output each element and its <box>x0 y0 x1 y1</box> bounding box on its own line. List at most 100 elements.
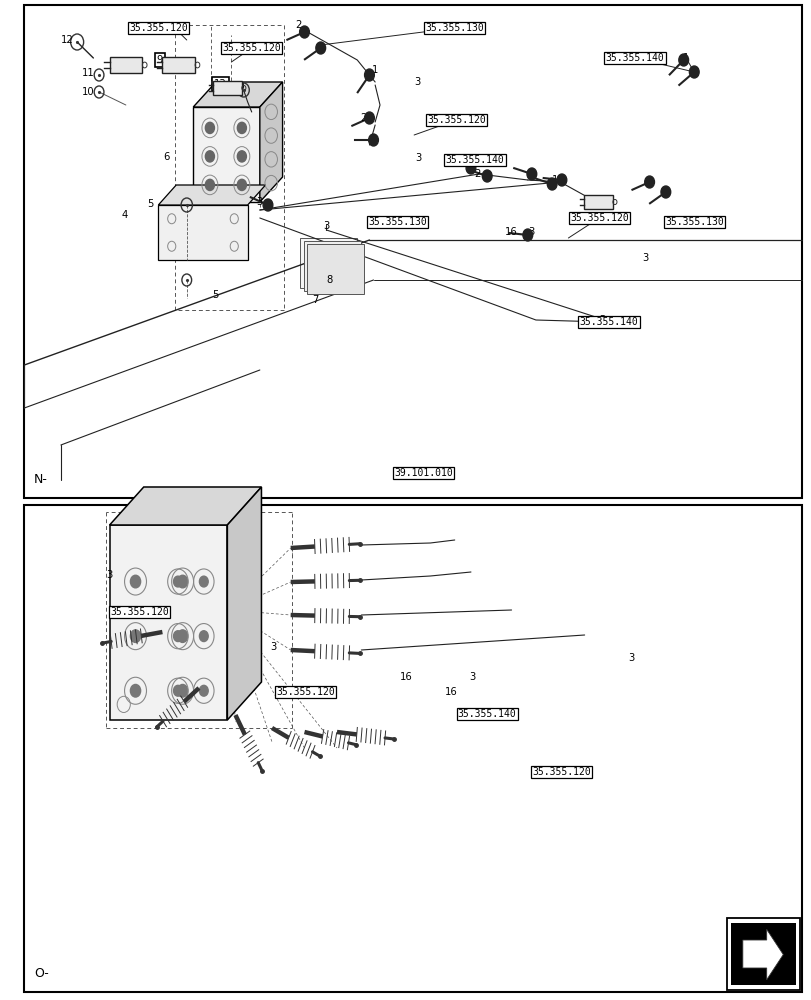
Circle shape <box>678 54 688 66</box>
Text: 35.355.140: 35.355.140 <box>605 53 663 63</box>
Bar <box>24 505 801 992</box>
Circle shape <box>131 575 140 588</box>
Text: 16: 16 <box>444 687 457 697</box>
Circle shape <box>466 162 475 174</box>
Bar <box>162 57 195 73</box>
Polygon shape <box>193 107 260 202</box>
Bar <box>730 923 795 985</box>
Text: 35.355.140: 35.355.140 <box>445 155 504 165</box>
Circle shape <box>364 112 374 124</box>
Polygon shape <box>109 487 261 525</box>
Text: 1: 1 <box>682 53 689 63</box>
Circle shape <box>178 575 187 588</box>
Polygon shape <box>307 244 363 294</box>
Text: 12: 12 <box>61 35 74 45</box>
Text: 5: 5 <box>212 290 218 300</box>
Text: 3: 3 <box>414 153 421 163</box>
Circle shape <box>200 631 208 642</box>
Polygon shape <box>300 238 357 288</box>
Text: 11: 11 <box>82 68 95 78</box>
Text: 3: 3 <box>599 315 605 325</box>
Text: 3: 3 <box>270 642 277 652</box>
Circle shape <box>368 134 378 146</box>
Text: 3: 3 <box>528 227 534 237</box>
Text: 35.355.120: 35.355.120 <box>427 115 485 125</box>
Text: 35.355.120: 35.355.120 <box>129 23 187 33</box>
Text: 35.355.120: 35.355.120 <box>532 767 590 777</box>
Text: 6: 6 <box>163 152 169 162</box>
Polygon shape <box>260 82 282 202</box>
Polygon shape <box>109 525 227 720</box>
Text: 10: 10 <box>82 87 95 97</box>
Text: 39.101.010: 39.101.010 <box>394 468 453 478</box>
Circle shape <box>482 170 491 182</box>
Text: 35.355.140: 35.355.140 <box>579 317 637 327</box>
Text: 3: 3 <box>255 197 262 207</box>
Circle shape <box>174 685 182 696</box>
Bar <box>24 5 801 498</box>
Circle shape <box>174 576 182 587</box>
Circle shape <box>522 229 532 241</box>
Text: 3: 3 <box>628 653 634 663</box>
Text: 2: 2 <box>474 169 480 179</box>
Text: 13: 13 <box>213 79 226 89</box>
Bar <box>584 195 611 209</box>
Polygon shape <box>158 205 247 260</box>
Circle shape <box>597 316 607 328</box>
Polygon shape <box>193 82 282 107</box>
Text: 35.355.120: 35.355.120 <box>222 43 281 53</box>
Circle shape <box>315 42 325 54</box>
Circle shape <box>263 199 272 211</box>
Text: 4: 4 <box>121 210 127 220</box>
Text: 35.355.120: 35.355.120 <box>110 607 169 617</box>
Circle shape <box>547 178 556 190</box>
Text: 16: 16 <box>504 227 517 237</box>
Circle shape <box>660 186 670 198</box>
Text: N-: N- <box>34 473 48 486</box>
Circle shape <box>689 66 698 78</box>
Text: 35.355.120: 35.355.120 <box>276 687 334 697</box>
Circle shape <box>178 684 187 697</box>
Text: 35.355.140: 35.355.140 <box>457 709 516 719</box>
Circle shape <box>205 179 214 190</box>
Circle shape <box>205 151 214 162</box>
Circle shape <box>299 26 309 38</box>
Circle shape <box>174 631 182 642</box>
Text: 14: 14 <box>586 195 599 205</box>
Text: 35.355.130: 35.355.130 <box>664 217 723 227</box>
Circle shape <box>200 576 208 587</box>
Circle shape <box>237 179 246 190</box>
Text: 15: 15 <box>551 175 564 185</box>
Text: 9: 9 <box>157 55 163 65</box>
Polygon shape <box>742 929 783 980</box>
Text: 3: 3 <box>106 570 113 580</box>
Polygon shape <box>303 241 360 291</box>
Circle shape <box>237 151 246 162</box>
Circle shape <box>205 122 214 133</box>
Text: 3: 3 <box>323 221 329 231</box>
Circle shape <box>364 69 374 81</box>
Text: 16: 16 <box>399 672 412 682</box>
Text: O-: O- <box>34 967 49 980</box>
Text: 2: 2 <box>295 20 302 30</box>
Circle shape <box>200 685 208 696</box>
Circle shape <box>556 174 566 186</box>
Circle shape <box>526 168 536 180</box>
Polygon shape <box>158 185 265 205</box>
Text: 2: 2 <box>360 113 367 123</box>
Bar <box>109 57 142 73</box>
Text: 1: 1 <box>371 65 378 75</box>
Text: 2: 2 <box>646 177 652 187</box>
Circle shape <box>131 630 140 642</box>
Polygon shape <box>227 487 261 720</box>
Circle shape <box>644 176 654 188</box>
Circle shape <box>131 684 140 697</box>
Text: 7: 7 <box>312 295 319 305</box>
Text: 35.355.120: 35.355.120 <box>569 213 628 223</box>
Text: 8: 8 <box>326 275 333 285</box>
Text: 3: 3 <box>469 672 475 682</box>
Text: 10: 10 <box>233 82 246 92</box>
Text: 5: 5 <box>147 199 153 209</box>
Circle shape <box>237 122 246 133</box>
Bar <box>212 81 242 95</box>
